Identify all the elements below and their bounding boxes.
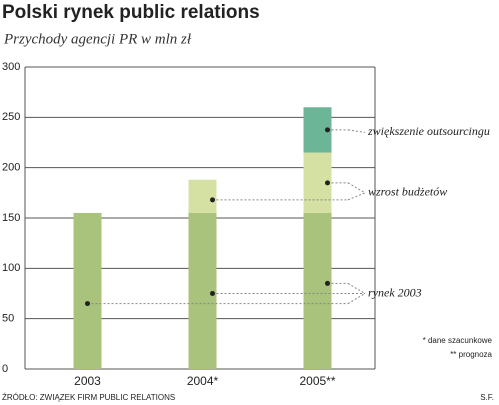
series-label: rynek 2003 xyxy=(368,285,422,299)
y-tick-label: 100 xyxy=(2,262,20,274)
callout-line xyxy=(347,182,366,194)
y-tick-label: 250 xyxy=(2,111,20,123)
callout-line xyxy=(347,192,366,201)
callout-line xyxy=(347,283,366,294)
bar-segment xyxy=(303,212,332,369)
source: ŹRÓDŁO: ZWIĄZEK FIRM PUBLIC RELATIONS xyxy=(2,393,175,402)
y-tick-label: 50 xyxy=(2,313,14,325)
callout-dot xyxy=(210,291,215,296)
callout-dot xyxy=(85,301,90,307)
note: * dane szacunkowe xyxy=(423,336,493,345)
callout-dot xyxy=(325,280,330,286)
callout-line xyxy=(347,293,366,304)
chart-title: Polski rynek public relations xyxy=(2,2,260,23)
callout-dot xyxy=(210,197,215,203)
note: ** prognoza xyxy=(450,350,492,359)
bar-segment xyxy=(188,212,217,369)
x-tick-label: 2003 xyxy=(74,374,101,388)
author: S.F. xyxy=(480,393,494,402)
series-label: zwiększenie outsourcingu xyxy=(367,124,490,138)
callout-dot xyxy=(325,127,330,133)
x-tick-label: 2005** xyxy=(299,374,335,388)
chart-subtitle: Przychody agencji PR w mln zł xyxy=(3,31,192,47)
series-label: wzrost budżetów xyxy=(368,185,447,199)
y-tick-label: 200 xyxy=(2,162,20,174)
callout-dot xyxy=(325,180,330,186)
y-tick-label: 300 xyxy=(2,61,20,73)
bar-segment xyxy=(188,179,217,213)
y-tick-label: 150 xyxy=(2,212,20,224)
bar-segment xyxy=(73,212,102,369)
callout-line xyxy=(347,129,366,133)
y-tick-label: 0 xyxy=(2,363,8,375)
x-tick-label: 2004* xyxy=(187,374,219,388)
